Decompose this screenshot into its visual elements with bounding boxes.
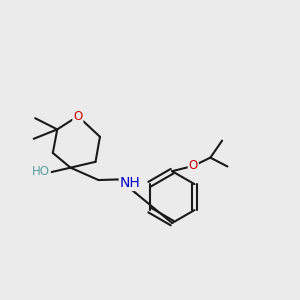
Text: HO: HO <box>32 165 50 178</box>
Text: NH: NH <box>120 176 140 190</box>
Text: O: O <box>189 159 198 172</box>
Text: O: O <box>73 110 83 123</box>
